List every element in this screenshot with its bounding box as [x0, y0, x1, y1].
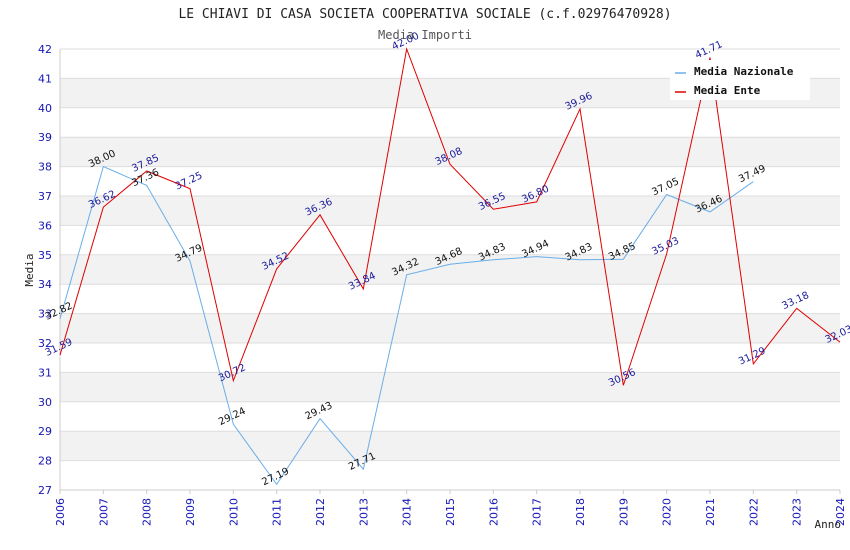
x-tick-label: 2008 [141, 498, 154, 526]
x-tick-label: 2016 [487, 498, 500, 526]
y-tick-label: 28 [38, 455, 52, 468]
legend-box [670, 60, 810, 100]
chart-subtitle: Media Importi [378, 28, 472, 42]
grid-band [60, 372, 840, 402]
y-axis-title: Media [23, 253, 36, 286]
grid-band [60, 460, 840, 490]
grid-band [60, 107, 840, 138]
y-tick-label: 41 [38, 72, 52, 85]
x-tick-label: 2021 [704, 498, 717, 526]
x-tick-label: 2017 [531, 498, 544, 526]
grid-band [60, 225, 840, 255]
y-tick-label: 31 [38, 366, 52, 379]
y-tick-labels: 27 28 29 30 31 32 33 34 35 36 37 38 39 40 41 42 [38, 43, 52, 497]
grid-band [60, 343, 840, 373]
grid-band [60, 254, 840, 285]
grid-band [60, 166, 840, 196]
y-tick-label: 38 [38, 161, 52, 174]
grid-band [60, 284, 840, 314]
legend-label-nazionale: Media Nazionale [694, 65, 794, 78]
y-tick-label: 35 [38, 249, 52, 262]
x-tick-label: 2018 [574, 498, 587, 526]
x-tick-label: 2024 [834, 498, 847, 526]
x-tick-label: 2013 [357, 498, 370, 526]
x-tick-label: 2009 [184, 498, 197, 526]
series-line-media-nazionale [59, 165, 754, 486]
grid-band [60, 137, 840, 167]
series-lines [59, 47, 841, 486]
grid-band [60, 401, 840, 432]
x-tick-label: 2019 [617, 498, 630, 526]
legend: Media Nazionale Media Ente [670, 60, 810, 100]
x-tick-label: 2007 [97, 498, 110, 526]
x-tick-label: 2022 [747, 498, 760, 526]
chart-title: LE CHIAVI DI CASA SOCIETA COOPERATIVA SO… [178, 7, 671, 22]
x-tick-label: 2010 [227, 498, 240, 526]
x-tick-labels: 2006 2007 2008 2009 2010 2011 2012 2013 2014 2015… [54, 490, 847, 526]
y-tick-label: 34 [38, 278, 52, 291]
grid-band [60, 431, 840, 461]
y-tick-label: 39 [38, 131, 52, 144]
x-tick-label: 2014 [401, 498, 414, 526]
y-tick-label: 33 [38, 308, 52, 321]
x-tick-label: 2023 [791, 498, 804, 526]
x-tick-label: 2012 [314, 498, 327, 526]
x-tick-label: 2020 [661, 498, 674, 526]
grid-bands [60, 48, 840, 491]
legend-label-ente: Media Ente [694, 84, 761, 97]
y-tick-label: 42 [38, 43, 52, 56]
grid-band [60, 196, 840, 226]
y-tick-label: 40 [38, 102, 52, 115]
y-tick-label: 37 [38, 190, 52, 203]
x-axis-title: Anno [815, 518, 842, 531]
y-tick-label: 30 [38, 396, 52, 409]
y-tick-label: 36 [38, 219, 52, 232]
y-tick-label: 29 [38, 425, 52, 438]
x-tick-label: 2011 [271, 498, 284, 526]
x-tick-label: 2015 [444, 498, 457, 526]
x-tick-label: 2006 [54, 498, 67, 526]
y-tick-label: 27 [38, 484, 52, 497]
y-tick-label: 32 [38, 337, 52, 350]
series-line-media-ente [59, 47, 841, 386]
grid-band [60, 313, 840, 343]
